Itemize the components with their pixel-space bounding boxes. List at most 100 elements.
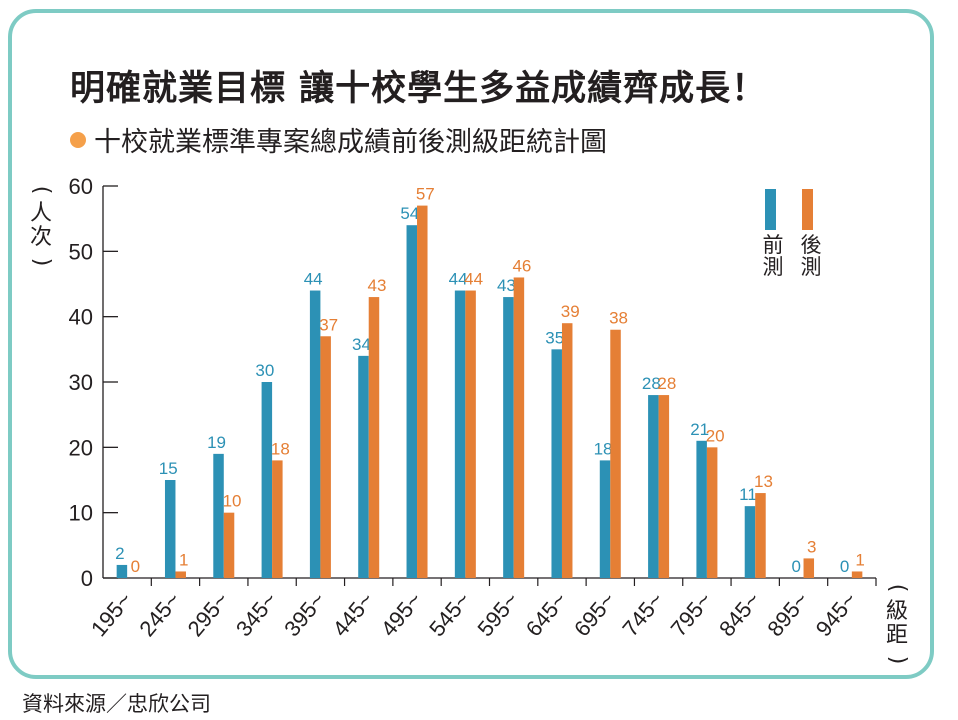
data-label-pre: 30 xyxy=(255,361,274,380)
x-tick-label: 495~ xyxy=(376,587,427,641)
data-label-pre: 44 xyxy=(304,270,323,289)
bullet-dot-icon xyxy=(70,131,86,148)
y-tick-label: 40 xyxy=(69,305,93,330)
bar-post xyxy=(658,395,670,578)
bar-pre xyxy=(503,297,514,578)
legend-swatch-post xyxy=(802,189,813,230)
bar-pre xyxy=(309,290,321,578)
x-tick-label: 795~ xyxy=(666,587,717,641)
legend-swatch-pre xyxy=(765,189,776,230)
data-label-pre: 19 xyxy=(207,433,226,452)
legend-label-pre: 前 測 xyxy=(761,234,785,278)
data-label-post: 13 xyxy=(754,472,773,491)
data-label-pre: 54 xyxy=(400,204,419,223)
data-label-post: 43 xyxy=(368,276,387,295)
data-label-post: 46 xyxy=(512,256,531,275)
bar-post xyxy=(272,460,283,578)
bar-post xyxy=(803,558,815,578)
data-label-pre: 44 xyxy=(449,270,468,289)
chart-title: 明確就業目標 讓十校學生多益成績齊成長！ xyxy=(70,69,768,109)
chart-subtitle: 十校就業標準專案總成績前後測級距統計圖 xyxy=(94,127,607,158)
bar-pre xyxy=(261,382,273,578)
data-label-pre: 21 xyxy=(690,420,709,439)
chart-subtitle-row: 十校就業標準專案總成績前後測級距統計圖 xyxy=(70,120,607,159)
bar-pre xyxy=(599,460,611,578)
y-tick-label: 10 xyxy=(69,501,93,526)
bar-post xyxy=(561,323,573,578)
bar-post xyxy=(465,290,476,578)
y-label-char-2: 次 xyxy=(29,225,52,250)
x-tick-label: 245~ xyxy=(134,587,185,641)
data-label-pre: 2 xyxy=(115,544,124,563)
bar-post xyxy=(706,447,718,578)
data-label-post: 1 xyxy=(855,550,864,569)
x-tick-label: 195~ xyxy=(86,587,137,641)
y-tick-label: 30 xyxy=(69,370,93,395)
data-label-pre: 34 xyxy=(352,335,371,354)
legend-post-char-2: 測 xyxy=(800,255,822,279)
y-tick-label: 20 xyxy=(69,435,93,460)
data-label-post: 28 xyxy=(657,374,676,393)
bar-pre xyxy=(696,440,707,578)
legend-post-char-1: 後 xyxy=(800,233,822,257)
x-tick-label: 845~ xyxy=(714,587,765,641)
data-label-post: 10 xyxy=(223,492,242,511)
data-label-pre: 0 xyxy=(840,557,849,576)
card-frame xyxy=(8,9,934,679)
source-note: 資料來源／忠欣公司 xyxy=(22,692,211,716)
y-tick-label: 60 xyxy=(69,174,93,199)
bar-pre xyxy=(744,506,756,578)
data-label-pre: 15 xyxy=(159,459,178,478)
bar-pre xyxy=(648,395,659,578)
y-label-char-1: 人 xyxy=(29,201,52,226)
bar-post xyxy=(320,336,331,578)
bar-post xyxy=(175,571,186,578)
bar-post xyxy=(417,205,428,578)
data-label-pre: 35 xyxy=(545,328,564,347)
x-tick-label: 745~ xyxy=(617,587,668,641)
y-tick-label: 0 xyxy=(81,566,93,591)
x-tick-label: 445~ xyxy=(328,587,379,641)
legend-label-post: 後 測 xyxy=(799,234,823,278)
x-axis-label: ( 級 距 ) xyxy=(884,576,910,672)
data-label-post: 44 xyxy=(464,270,483,289)
bar-pre xyxy=(358,355,369,578)
bar-post xyxy=(368,297,380,578)
x-tick-label: 345~ xyxy=(231,587,282,641)
bar-pre xyxy=(454,290,466,578)
data-label-post: 37 xyxy=(319,315,338,334)
data-label-post: 3 xyxy=(807,537,816,556)
data-label-post: 0 xyxy=(131,557,140,576)
x-tick-label: 595~ xyxy=(472,587,523,641)
data-label-post: 18 xyxy=(271,439,290,458)
bar-pre xyxy=(213,453,224,578)
bar-post xyxy=(851,571,863,578)
bar-pre xyxy=(116,564,128,578)
legend-pre-char-1: 前 xyxy=(762,233,784,257)
x-label-char-2: 距 xyxy=(885,623,908,648)
y-axis-label: ( 人 次 ) xyxy=(28,178,54,274)
x-tick-label: 545~ xyxy=(424,587,475,641)
data-label-pre: 11 xyxy=(739,485,757,504)
bar-pre xyxy=(406,225,418,578)
data-label-post: 57 xyxy=(416,185,435,204)
data-label-post: 20 xyxy=(706,426,725,445)
bar-pre xyxy=(551,349,562,578)
x-tick-label: 645~ xyxy=(521,587,572,641)
bar-pre xyxy=(164,480,176,578)
data-label-pre: 28 xyxy=(642,374,661,393)
bar-post xyxy=(513,277,525,578)
data-label-pre: 43 xyxy=(497,276,516,295)
data-label-pre: 18 xyxy=(594,439,613,458)
x-tick-label: 945~ xyxy=(811,587,862,641)
data-label-post: 38 xyxy=(609,309,628,328)
bar-post xyxy=(755,493,766,578)
bar-post xyxy=(223,512,235,578)
x-label-char-1: 級 xyxy=(885,599,908,624)
y-tick-label: 50 xyxy=(69,239,93,264)
bar-post xyxy=(610,329,621,578)
x-tick-label: 395~ xyxy=(279,587,330,641)
x-tick-label: 895~ xyxy=(762,587,813,641)
x-tick-label: 695~ xyxy=(569,587,620,641)
